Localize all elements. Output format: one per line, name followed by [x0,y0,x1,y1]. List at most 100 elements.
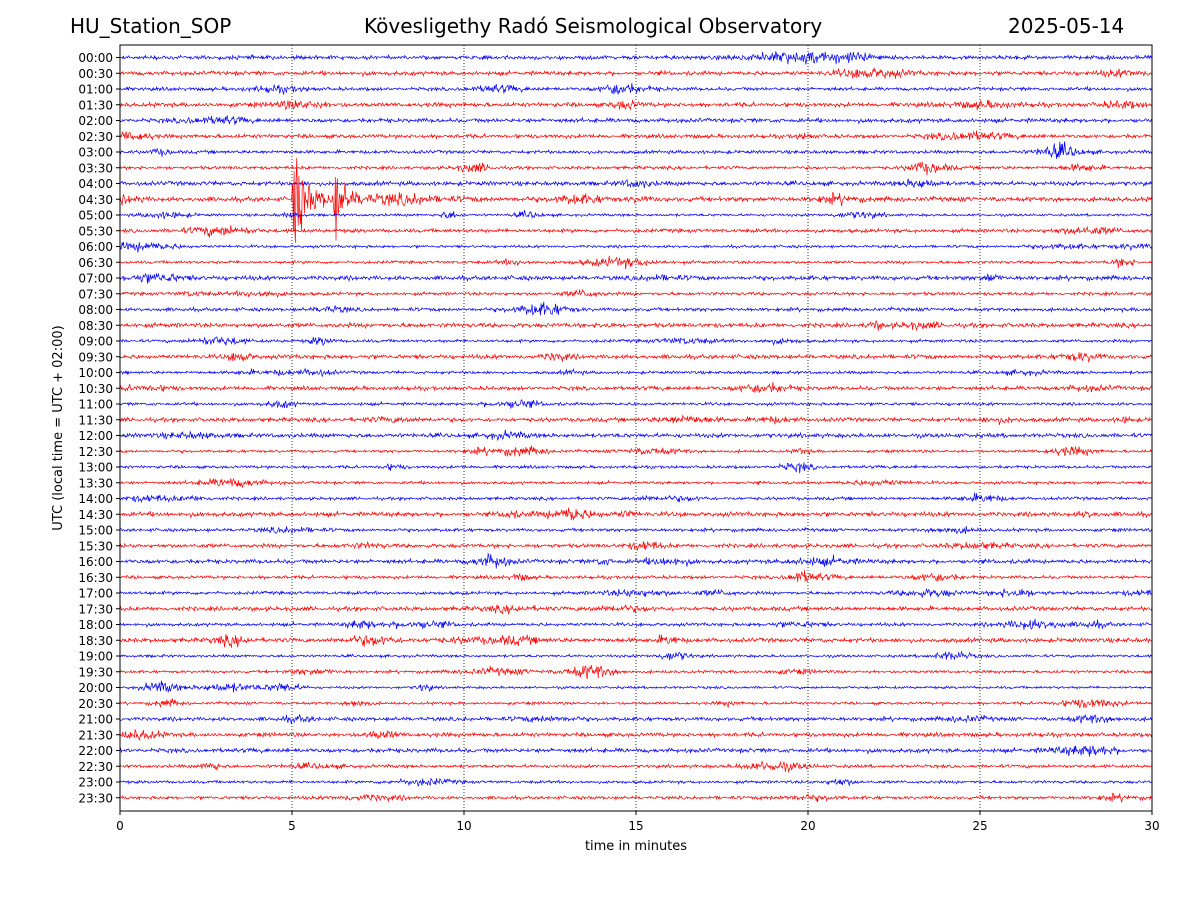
trace-0100 [119,83,1153,95]
ytick-label: 01:00 [78,83,113,97]
trace-1400 [119,492,1153,504]
xtick-label: 15 [628,819,643,833]
ytick-label: 22:00 [78,744,113,758]
ytick-label: 15:00 [78,524,113,538]
xtick-label: 0 [116,819,124,833]
ytick-label: 02:30 [78,130,113,144]
trace-0330 [119,161,1153,176]
ytick-label: 22:30 [78,760,113,774]
ytick-label: 10:00 [78,366,113,380]
xtick-label: 20 [800,819,815,833]
date-title: 2025-05-14 [1008,14,1125,38]
ytick-label: 17:30 [78,602,113,616]
trace-0900 [119,336,1153,346]
ytick-label: 00:00 [78,51,113,65]
station-title: HU_Station_SOP [70,14,232,38]
trace-2130 [119,728,1153,741]
trace-2100 [119,713,1153,725]
ytick-label: 16:30 [78,571,113,585]
ytick-label: 20:30 [78,697,113,711]
ytick-label: 11:30 [78,413,113,427]
ytick-label: 00:30 [78,67,113,81]
trace-0630 [119,255,1153,270]
ytick-label: 04:00 [78,177,113,191]
trace-0230 [119,130,1153,141]
trace-1600 [119,552,1153,569]
ytick-label: 07:00 [78,272,113,286]
ytick-label: 13:30 [78,476,113,490]
ytick-label: 05:30 [78,224,113,238]
ytick-label: 09:30 [78,350,113,364]
trace-0430 [119,157,1153,243]
ytick-label: 05:00 [78,209,113,223]
trace-1530 [119,540,1153,552]
trace-1930 [119,665,1153,679]
trace-0800 [119,301,1153,316]
ytick-label: 12:30 [78,445,113,459]
ytick-label: 13:00 [78,461,113,475]
trace-1230 [119,445,1153,457]
trace-1330 [119,478,1153,488]
trace-0830 [119,319,1153,332]
ytick-label: 03:00 [78,146,113,160]
observatory-title: Köveslig​ethy Radó Seismological Observa… [364,14,823,38]
ytick-label: 18:00 [78,618,113,632]
trace-1300 [119,462,1153,474]
ytick-label: 12:00 [78,429,113,443]
ytick-label: 06:00 [78,240,113,254]
trace-1700 [119,587,1153,598]
ytick-label: 23:30 [78,791,113,805]
trace-1100 [119,399,1153,410]
trace-1730 [119,603,1153,615]
ytick-label: 17:00 [78,587,113,601]
ytick-label: 21:30 [78,728,113,742]
x-axis-label: time in minutes [585,839,687,854]
ytick-label: 20:00 [78,681,113,695]
ytick-label: 19:30 [78,665,113,679]
trace-2030 [119,698,1153,709]
ytick-label: 10:30 [78,382,113,396]
ytick-label: 08:30 [78,319,113,333]
ytick-label: 02:00 [78,114,113,128]
trace-1030 [119,382,1153,393]
ytick-label: 04:30 [78,193,113,207]
trace-1800 [119,618,1153,630]
ytick-label: 08:00 [78,303,113,317]
y-axis-label: UTC (local time = UTC + 02:00) [51,325,66,530]
trace-1000 [119,367,1153,378]
trace-0930 [119,352,1153,364]
trace-0200 [119,115,1153,125]
xtick-label: 25 [972,819,987,833]
ytick-label: 11:00 [78,398,113,412]
trace-0000 [119,50,1153,65]
ytick-label: 23:00 [78,776,113,790]
trace-2230 [119,760,1153,773]
trace-1830 [119,634,1153,648]
trace-2300 [119,777,1153,787]
trace-0300 [119,141,1153,159]
ytick-label: 15:30 [78,539,113,553]
ytick-label: 01:30 [78,98,113,112]
ytick-label: 19:00 [78,650,113,664]
xtick-label: 5 [288,819,296,833]
trace-2000 [119,680,1153,694]
ytick-label: 07:30 [78,287,113,301]
trace-1200 [119,429,1153,441]
xtick-label: 10 [456,819,471,833]
trace-0500 [119,210,1153,220]
trace-0030 [119,67,1153,79]
trace-0400 [119,178,1153,189]
xtick-label: 30 [1144,819,1159,833]
trace-1130 [119,414,1153,426]
ytick-label: 03:30 [78,161,113,175]
trace-0600 [119,241,1153,253]
ytick-label: 09:00 [78,335,113,349]
trace-0730 [119,288,1153,299]
trace-0530 [119,225,1153,238]
trace-1430 [119,507,1153,521]
ytick-label: 16:00 [78,555,113,569]
ytick-label: 14:30 [78,508,113,522]
ytick-label: 14:00 [78,492,113,506]
trace-2330 [119,792,1153,803]
